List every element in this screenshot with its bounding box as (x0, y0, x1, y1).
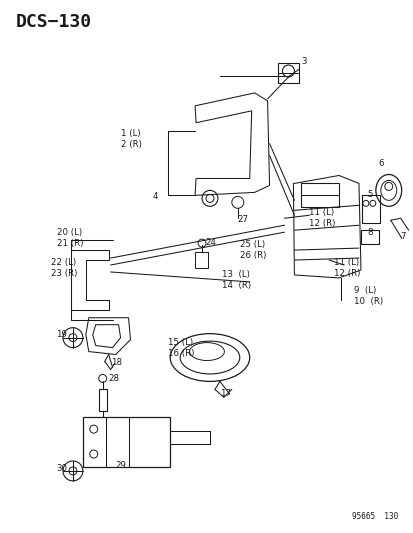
Text: 28: 28 (108, 375, 119, 383)
Text: 18: 18 (110, 358, 121, 367)
Bar (195, 252, 207, 268)
Text: 9  (L)
10  (R): 9 (L) 10 (R) (353, 286, 382, 306)
Text: 11 (L)
12 (R): 11 (L) 12 (R) (333, 258, 360, 278)
Text: 11 (L)
12 (R): 11 (L) 12 (R) (309, 208, 335, 229)
Bar (98, 389, 107, 411)
Text: 95665  130: 95665 130 (351, 512, 398, 521)
Text: 20 (L)
21 (R): 20 (L) 21 (R) (57, 228, 83, 248)
Text: 22 (L)
23 (R): 22 (L) 23 (R) (51, 258, 77, 278)
Text: 8: 8 (366, 228, 372, 237)
Text: 17: 17 (219, 389, 230, 398)
Text: DCS−130: DCS−130 (15, 13, 91, 31)
Bar (83, 417, 170, 467)
Bar (301, 183, 338, 207)
Text: 13  (L)
14  (R): 13 (L) 14 (R) (221, 270, 250, 290)
Text: 1 (L)
2 (R): 1 (L) 2 (R) (120, 129, 141, 149)
Bar (361, 196, 379, 223)
Text: 19: 19 (56, 330, 67, 338)
Text: 3: 3 (301, 57, 306, 66)
Text: 5: 5 (366, 190, 372, 199)
Text: 7: 7 (400, 232, 405, 241)
Bar (360, 230, 378, 244)
Text: 6: 6 (378, 158, 383, 167)
Text: 30: 30 (56, 464, 67, 473)
Text: 4: 4 (152, 192, 157, 201)
Text: 24: 24 (204, 238, 216, 247)
Text: 25 (L)
26 (R): 25 (L) 26 (R) (239, 240, 266, 260)
Text: 15 (L)
16 (R): 15 (L) 16 (R) (168, 337, 194, 358)
Text: 29: 29 (115, 461, 126, 470)
Bar (277, 63, 299, 83)
Text: 27: 27 (237, 215, 248, 224)
